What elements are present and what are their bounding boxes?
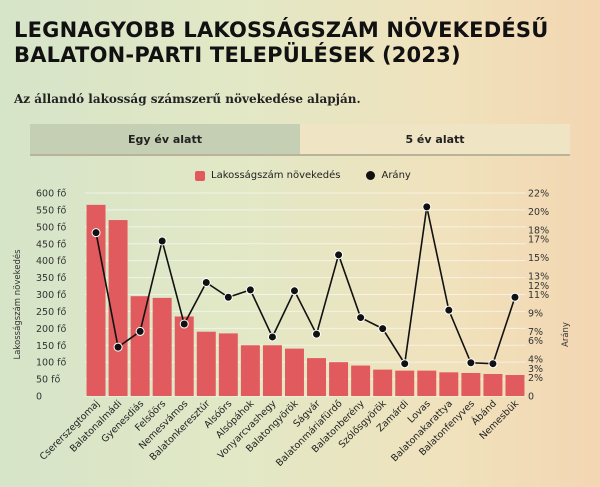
y-tick-label: 200 fő	[36, 324, 66, 335]
bar	[329, 362, 349, 396]
rate-point	[422, 202, 432, 212]
y-tick-label: 350 fő	[36, 273, 66, 284]
bar	[218, 333, 238, 396]
y-tick-label: 450 fő	[36, 239, 66, 250]
rate-point	[488, 359, 498, 369]
rate-point	[510, 292, 520, 302]
tab-five-years[interactable]: 5 év alatt	[300, 124, 570, 154]
rate-point	[312, 329, 322, 339]
y2-axis-ticks: 0 2%3%4% 6%7% 9% 11%12%13% 15% 17%18% 20% 22%	[528, 189, 549, 403]
rate-point	[157, 236, 167, 246]
y-tick-label: 400 fő	[36, 256, 66, 267]
rate-point	[267, 332, 277, 342]
rate-point	[400, 359, 410, 369]
bar	[373, 369, 393, 396]
bar	[483, 374, 503, 396]
y-tick-label: 500 fő	[36, 222, 66, 233]
y2-tick-label: 20%	[528, 207, 549, 218]
y2-tick-label: 6%	[528, 336, 543, 347]
bar	[439, 372, 459, 396]
rate-point	[245, 285, 255, 295]
bar	[417, 370, 437, 396]
rate-point	[356, 313, 366, 323]
bar	[284, 348, 304, 396]
rate-point	[289, 286, 299, 296]
y2-tick-label: 15%	[528, 253, 549, 264]
y-axis-label: Lakosságszám növekedés	[12, 249, 23, 360]
bar	[130, 296, 150, 396]
y-tick-label: 600 fő	[36, 189, 66, 200]
y-tick-label: 100 fő	[36, 358, 66, 369]
rate-line	[95, 206, 516, 366]
rate-point	[91, 228, 101, 238]
grid-lines	[85, 192, 526, 397]
y2-tick-label: 12%	[528, 281, 549, 292]
bar	[152, 297, 172, 396]
bar	[351, 365, 371, 396]
chart-legend: Lakosságszám növekedés Arány	[195, 170, 411, 181]
legend-line-label: Arány	[381, 170, 411, 181]
tab-underline	[30, 154, 570, 156]
bar	[505, 375, 525, 396]
y2-tick-label: 17%	[528, 235, 549, 246]
rate-point	[378, 324, 388, 334]
rate-point	[334, 250, 344, 260]
rate-point	[201, 278, 211, 288]
bar	[240, 345, 260, 396]
rate-points	[91, 202, 520, 369]
y2-tick-label: 13%	[528, 272, 549, 283]
y2-tick-label: 11%	[528, 290, 549, 301]
legend-line-swatch	[366, 171, 376, 180]
rate-point	[466, 358, 476, 368]
legend-bar-label: Lakosságszám növekedés	[211, 170, 341, 181]
tab-one-year[interactable]: Egy év alatt	[30, 124, 300, 154]
y-tick-label: 250 fő	[36, 307, 66, 318]
rate-line-path	[95, 206, 516, 366]
rate-point	[135, 326, 145, 336]
y-tick-label: 0	[36, 392, 42, 403]
rate-point	[444, 305, 454, 315]
x-axis-labels: CsererszegtomajBalatonalmádiGyenesdiásFe…	[38, 398, 522, 469]
bar	[196, 331, 216, 396]
bar	[108, 220, 128, 396]
y2-axis-label: Arány	[561, 322, 571, 347]
rate-point	[113, 342, 123, 352]
legend-bar-swatch	[195, 170, 205, 181]
rate-point	[223, 292, 233, 302]
y2-tick-label: 0	[528, 392, 534, 403]
y2-tick-label: 9%	[528, 308, 543, 319]
y2-tick-label: 3%	[528, 364, 543, 375]
bar	[174, 316, 194, 396]
y-tick-label: 300 fő	[36, 290, 66, 301]
period-tabs: Egy év alatt 5 év alatt	[30, 124, 570, 154]
bar	[461, 372, 481, 396]
chart-title: LEGNAGYOBB LAKOSSÁGSZÁM NÖVEKEDÉSŰ BALAT…	[14, 18, 549, 67]
y-axis-ticks: 0 50 fő 100 fő 150 fő 200 fő 250 fő 300 fő 350 …	[36, 189, 66, 403]
chart-subtitle: Az állandó lakosság számszerű növekedése…	[14, 92, 361, 106]
bar	[86, 204, 106, 396]
y2-tick-label: 22%	[528, 189, 549, 200]
y2-tick-label: 4%	[528, 355, 543, 366]
bar	[307, 358, 327, 396]
y-tick-label: 550 fő	[36, 205, 66, 216]
y2-tick-label: 18%	[528, 225, 549, 236]
bar	[262, 345, 282, 396]
y2-tick-label: 2%	[528, 373, 543, 384]
y2-tick-label: 7%	[528, 327, 543, 338]
bars	[86, 204, 525, 396]
bar	[395, 370, 415, 396]
y-tick-label: 150 fő	[36, 341, 66, 352]
y-tick-label: 50 fő	[36, 375, 60, 386]
rate-point	[179, 319, 189, 329]
